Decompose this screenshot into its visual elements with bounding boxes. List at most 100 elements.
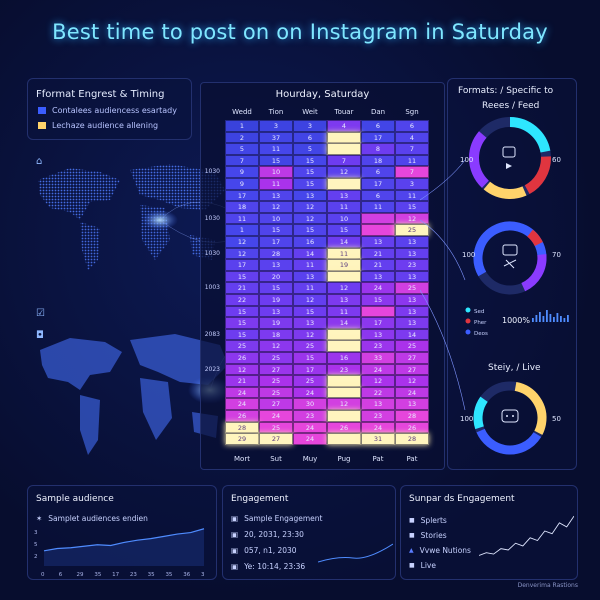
heatmap-cell: 17 — [293, 363, 327, 376]
heatmap-cell: 26 — [225, 352, 259, 364]
heatmap-cell: 12 — [293, 294, 327, 306]
heatmap-row-label: 1030 — [204, 168, 220, 176]
heatmap-cell: 12 — [395, 375, 429, 387]
heatmap-cell: 17 — [225, 189, 259, 202]
heatmap-cell: 15 — [259, 224, 293, 236]
engagement-item: ▣ Sample Engagement — [231, 514, 322, 523]
heatmap-cell: 14 — [293, 247, 327, 260]
supparts-item: ■ Splerts — [409, 516, 447, 525]
heatmap-cell: 11 — [259, 178, 293, 190]
legend-swatch-blue — [38, 107, 46, 114]
sample-audience-panel: Sample audience ✶ Samplet audiences endi… — [27, 485, 217, 580]
heatmap-column-footer: Pat — [372, 455, 384, 463]
y-tick-label: 2 — [34, 554, 38, 560]
heatmap-cell: 13 — [259, 259, 293, 271]
equalizer-bar — [535, 315, 538, 322]
star-icon: ✶ — [36, 514, 43, 523]
heatmap-cell: 6 — [361, 189, 395, 202]
heatmap-cell: 15 — [293, 166, 327, 178]
x-tick-label: 0 — [41, 572, 45, 578]
heatmap-cell: 14 — [327, 317, 361, 329]
heatmap-row-label: 1030 — [204, 249, 220, 257]
heatmap-cell: 12 — [327, 398, 361, 410]
x-tick-label: 35 — [148, 572, 155, 578]
triangle-icon: ▲ — [409, 547, 414, 554]
supparts-item-label: Splerts — [420, 516, 447, 525]
heatmap-cell: 11 — [293, 259, 327, 271]
heatmap-cell: 13 — [395, 247, 429, 260]
ring2-left-label: 100 — [462, 251, 475, 259]
heatmap-cell: 13 — [259, 305, 293, 318]
engagement-panel: Engagement ▣ Sample Engagement ▣ 20, 2031,… — [222, 485, 396, 580]
heatmap-cell — [327, 340, 361, 352]
heatmap-cell: 11 — [225, 212, 259, 225]
heatmap-cell: 12 — [225, 363, 259, 376]
ring1-right-label: 60 — [552, 156, 561, 164]
checkbox-icon: ▣ — [231, 530, 239, 539]
heatmap-cell: 25 — [259, 375, 293, 387]
y-tick-label: 5 — [34, 542, 38, 548]
heatmap-cell: 12 — [225, 236, 259, 248]
heatmap-column-header: Tion — [268, 108, 284, 116]
heatmap-cell: 17 — [225, 259, 259, 271]
checkbox-icon: ▣ — [231, 546, 239, 555]
heatmap-cell: 15 — [225, 328, 259, 341]
equalizer-bar — [553, 317, 555, 322]
legend-item-label: Contalees audiencess esartady — [52, 106, 177, 115]
engagement-sparkline — [318, 543, 393, 563]
heatmap-row-label: 1030 — [204, 214, 220, 222]
heatmap-cell: 12 — [225, 247, 259, 260]
heatmap-cell: 25 — [259, 421, 293, 434]
heatmap-cell: 12 — [293, 328, 327, 341]
heatmap-cell — [327, 143, 361, 155]
heatmap-cell: 2 — [225, 131, 259, 144]
heatmap-cell: 15 — [225, 270, 259, 283]
square-icon: ■ — [409, 517, 415, 524]
heatmap-cell: 12 — [395, 212, 429, 225]
sample-audience-label: Samplet audiences endien — [48, 514, 148, 523]
supparts-item: ■ Stories — [409, 531, 447, 540]
engagement-item: ▣ 20, 2031, 23:30 — [231, 530, 304, 539]
x-tick-label: 36 — [183, 572, 190, 578]
heatmap-cell: 14 — [327, 236, 361, 248]
heatmap-cell: 24 — [259, 410, 293, 422]
heatmap-cell: 13 — [395, 305, 429, 318]
heatmap-column-footer: Pat — [406, 455, 418, 463]
heatmap-cell: 19 — [259, 294, 293, 306]
heatmap-cell: 23 — [361, 340, 395, 352]
heatmap-cell: 4 — [395, 131, 429, 144]
heatmap-cell: 13 — [395, 236, 429, 248]
heatmap-cell — [327, 386, 361, 399]
heatmap-cell: 12 — [293, 201, 327, 213]
heatmap-cell: 13 — [361, 236, 395, 248]
legend-item: Contalees audiencess esartady — [38, 106, 191, 115]
heatmap-cell: 15 — [361, 294, 395, 306]
heatmap-cell: 15 — [327, 224, 361, 236]
heatmap-cell — [327, 328, 361, 341]
heatmap-cell: 28 — [259, 247, 293, 260]
heatmap-cell: 3 — [293, 120, 327, 132]
heatmap-cell: 11 — [395, 189, 429, 202]
heatmap-cell: 13 — [293, 317, 327, 329]
heatmap-cell: 10 — [259, 212, 293, 225]
heatmap-cell: 24 — [361, 282, 395, 294]
engagement-item-label: 057, n1, 2030 — [244, 546, 297, 555]
square-icon: ◘ — [36, 330, 44, 341]
connector-lines — [420, 159, 466, 411]
heatmap-cell: 25 — [225, 340, 259, 352]
heatmap-cell: 8 — [361, 143, 395, 155]
heatmap-cell: 22 — [361, 386, 395, 399]
heatmap-cell: 15 — [225, 317, 259, 329]
heatmap-cell: 3 — [395, 178, 429, 190]
equalizer-bar — [567, 315, 569, 322]
heatmap-column-footer: Pug — [337, 455, 351, 463]
heatmap-cell — [327, 410, 361, 422]
heatmap-cell: 9 — [225, 178, 259, 190]
heatmap-cell: 11 — [327, 305, 361, 318]
heatmap-cell: 5 — [225, 143, 259, 155]
heatmap-cell: 17 — [361, 131, 395, 144]
engagement-item-label: Sample Engagement — [244, 514, 323, 523]
heatmap-cell: 20 — [259, 270, 293, 283]
heatmap-cell: 11 — [327, 247, 361, 260]
equalizer-bar — [563, 318, 566, 322]
